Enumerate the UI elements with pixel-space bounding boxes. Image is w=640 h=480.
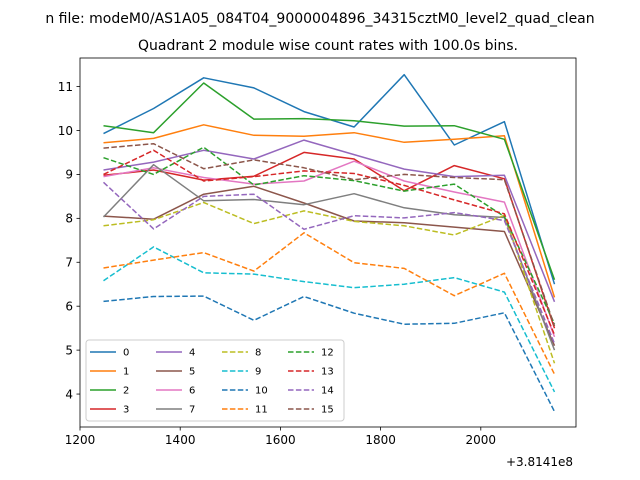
chart-title: Quadrant 2 module wise count rates with … (138, 38, 518, 54)
series-line-2 (103, 82, 556, 281)
axes-frame (79, 57, 577, 428)
legend-label-13: 13 (321, 367, 334, 378)
series-line-3 (103, 151, 556, 329)
legend-label-14: 14 (321, 386, 334, 397)
series-line-1 (103, 124, 556, 298)
series-line-5 (103, 185, 556, 347)
legend-box (85, 339, 345, 422)
legend-label-3: 3 (123, 405, 129, 416)
legend-label-0: 0 (123, 348, 129, 359)
series-layer (102, 73, 556, 412)
legend-label-15: 15 (321, 405, 334, 416)
series-line-11 (103, 232, 556, 375)
x-tick-label: 1800 (365, 433, 396, 447)
series-line-15 (103, 142, 556, 327)
series-line-7 (102, 163, 556, 351)
legend-label-8: 8 (255, 348, 261, 359)
x-offset-label: +3.8141e8 (506, 455, 573, 469)
series-line-8 (103, 201, 556, 364)
legend-label-10: 10 (255, 386, 268, 397)
series-line-6 (103, 160, 556, 338)
legend-label-1: 1 (123, 367, 129, 378)
series-line-14 (102, 181, 556, 344)
legend-label-6: 6 (189, 386, 195, 397)
series-line-12 (103, 146, 556, 325)
series-line-10 (103, 295, 556, 412)
legend-label-4: 4 (189, 348, 195, 359)
x-tick-label: 2000 (466, 433, 497, 447)
y-tick-label: 10 (58, 124, 73, 138)
y-tick-label: 7 (65, 256, 73, 270)
series-line-13 (103, 149, 556, 336)
x-tick-label: 1200 (65, 433, 96, 447)
legend-label-2: 2 (123, 386, 129, 397)
y-tick-label: 8 (65, 212, 73, 226)
legend-label-12: 12 (321, 348, 334, 359)
legend-label-11: 11 (255, 405, 268, 416)
legend-label-7: 7 (189, 405, 195, 416)
y-tick-label: 11 (58, 80, 73, 94)
x-tick-label: 1600 (265, 433, 296, 447)
legend-label-5: 5 (189, 367, 195, 378)
x-tick-label: 1400 (165, 433, 196, 447)
y-tick-label: 5 (65, 343, 73, 357)
y-tick-label: 4 (65, 387, 73, 401)
series-line-4 (103, 139, 556, 303)
y-tick-label: 9 (65, 168, 73, 182)
legend-label-9: 9 (255, 367, 261, 378)
y-tick-label: 6 (65, 299, 73, 313)
figure-suptitle: n file: modeM0/AS1A05_084T04_9000004896_… (45, 11, 594, 27)
